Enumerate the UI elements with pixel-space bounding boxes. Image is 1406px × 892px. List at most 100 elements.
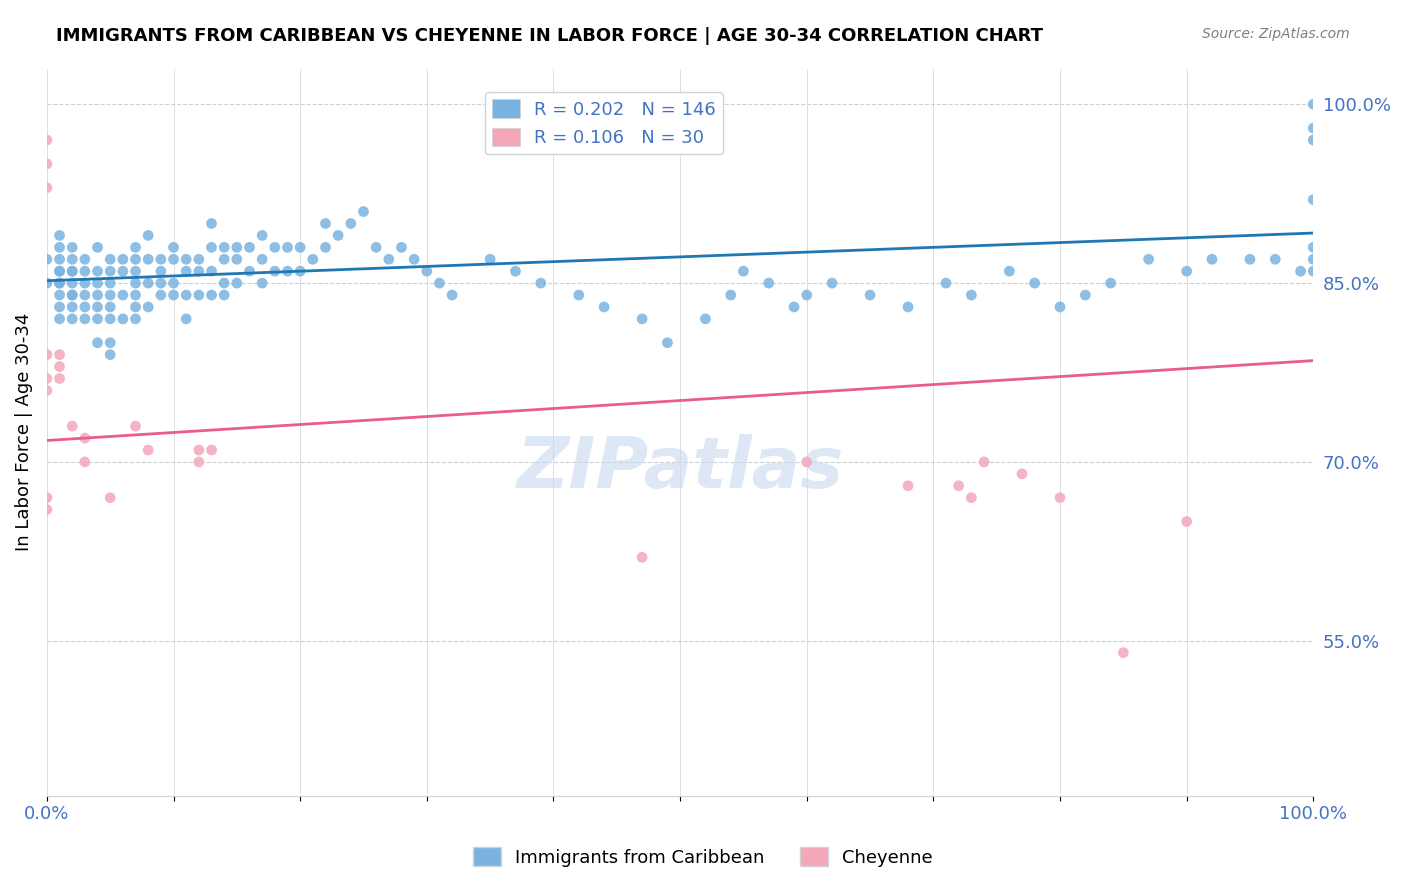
- Point: [479, 252, 502, 267]
- Point: [960, 491, 983, 505]
- Point: [187, 455, 209, 469]
- Point: [897, 479, 920, 493]
- Point: [288, 240, 311, 254]
- Point: [1302, 97, 1324, 112]
- Text: Source: ZipAtlas.com: Source: ZipAtlas.com: [1202, 27, 1350, 41]
- Point: [1289, 264, 1312, 278]
- Point: [250, 252, 273, 267]
- Point: [48, 264, 70, 278]
- Point: [174, 288, 197, 302]
- Point: [404, 252, 426, 267]
- Point: [340, 217, 363, 231]
- Point: [136, 300, 159, 314]
- Point: [149, 276, 172, 290]
- Y-axis label: In Labor Force | Age 30-34: In Labor Force | Age 30-34: [15, 313, 32, 551]
- Point: [301, 252, 323, 267]
- Point: [593, 300, 616, 314]
- Point: [48, 276, 70, 290]
- Point: [48, 240, 70, 254]
- Point: [200, 217, 222, 231]
- Point: [250, 228, 273, 243]
- Point: [758, 276, 780, 290]
- Point: [124, 252, 146, 267]
- Point: [73, 431, 96, 445]
- Point: [1264, 252, 1286, 267]
- Point: [48, 371, 70, 385]
- Point: [353, 204, 375, 219]
- Point: [631, 311, 654, 326]
- Point: [162, 240, 184, 254]
- Point: [124, 240, 146, 254]
- Point: [1302, 240, 1324, 254]
- Point: [111, 252, 134, 267]
- Point: [187, 264, 209, 278]
- Point: [60, 419, 83, 434]
- Point: [783, 300, 806, 314]
- Point: [568, 288, 591, 302]
- Point: [276, 240, 298, 254]
- Point: [212, 252, 235, 267]
- Point: [86, 264, 108, 278]
- Point: [149, 288, 172, 302]
- Point: [48, 359, 70, 374]
- Point: [48, 252, 70, 267]
- Point: [174, 252, 197, 267]
- Point: [98, 311, 121, 326]
- Point: [935, 276, 957, 290]
- Point: [162, 288, 184, 302]
- Point: [35, 252, 58, 267]
- Point: [720, 288, 742, 302]
- Point: [86, 300, 108, 314]
- Point: [441, 288, 464, 302]
- Point: [263, 264, 285, 278]
- Point: [631, 550, 654, 565]
- Point: [73, 252, 96, 267]
- Point: [35, 384, 58, 398]
- Point: [124, 276, 146, 290]
- Point: [98, 276, 121, 290]
- Point: [149, 252, 172, 267]
- Point: [973, 455, 995, 469]
- Point: [1175, 264, 1198, 278]
- Point: [263, 240, 285, 254]
- Point: [60, 276, 83, 290]
- Point: [111, 288, 134, 302]
- Point: [60, 252, 83, 267]
- Point: [1074, 288, 1097, 302]
- Point: [60, 264, 83, 278]
- Point: [48, 288, 70, 302]
- Point: [98, 348, 121, 362]
- Point: [1112, 646, 1135, 660]
- Point: [391, 240, 413, 254]
- Point: [86, 311, 108, 326]
- Point: [1011, 467, 1033, 481]
- Point: [948, 479, 970, 493]
- Point: [149, 264, 172, 278]
- Point: [35, 133, 58, 147]
- Point: [429, 276, 451, 290]
- Point: [174, 264, 197, 278]
- Point: [960, 288, 983, 302]
- Point: [111, 264, 134, 278]
- Point: [98, 264, 121, 278]
- Legend: Immigrants from Caribbean, Cheyenne: Immigrants from Caribbean, Cheyenne: [467, 840, 939, 874]
- Point: [35, 502, 58, 516]
- Point: [48, 276, 70, 290]
- Point: [225, 276, 247, 290]
- Point: [98, 300, 121, 314]
- Point: [897, 300, 920, 314]
- Point: [73, 311, 96, 326]
- Point: [98, 335, 121, 350]
- Point: [733, 264, 755, 278]
- Point: [124, 300, 146, 314]
- Point: [1175, 515, 1198, 529]
- Point: [86, 240, 108, 254]
- Point: [60, 288, 83, 302]
- Point: [98, 288, 121, 302]
- Point: [35, 371, 58, 385]
- Point: [73, 276, 96, 290]
- Text: ZIPatlas: ZIPatlas: [516, 434, 844, 503]
- Point: [378, 252, 401, 267]
- Point: [60, 311, 83, 326]
- Point: [1024, 276, 1046, 290]
